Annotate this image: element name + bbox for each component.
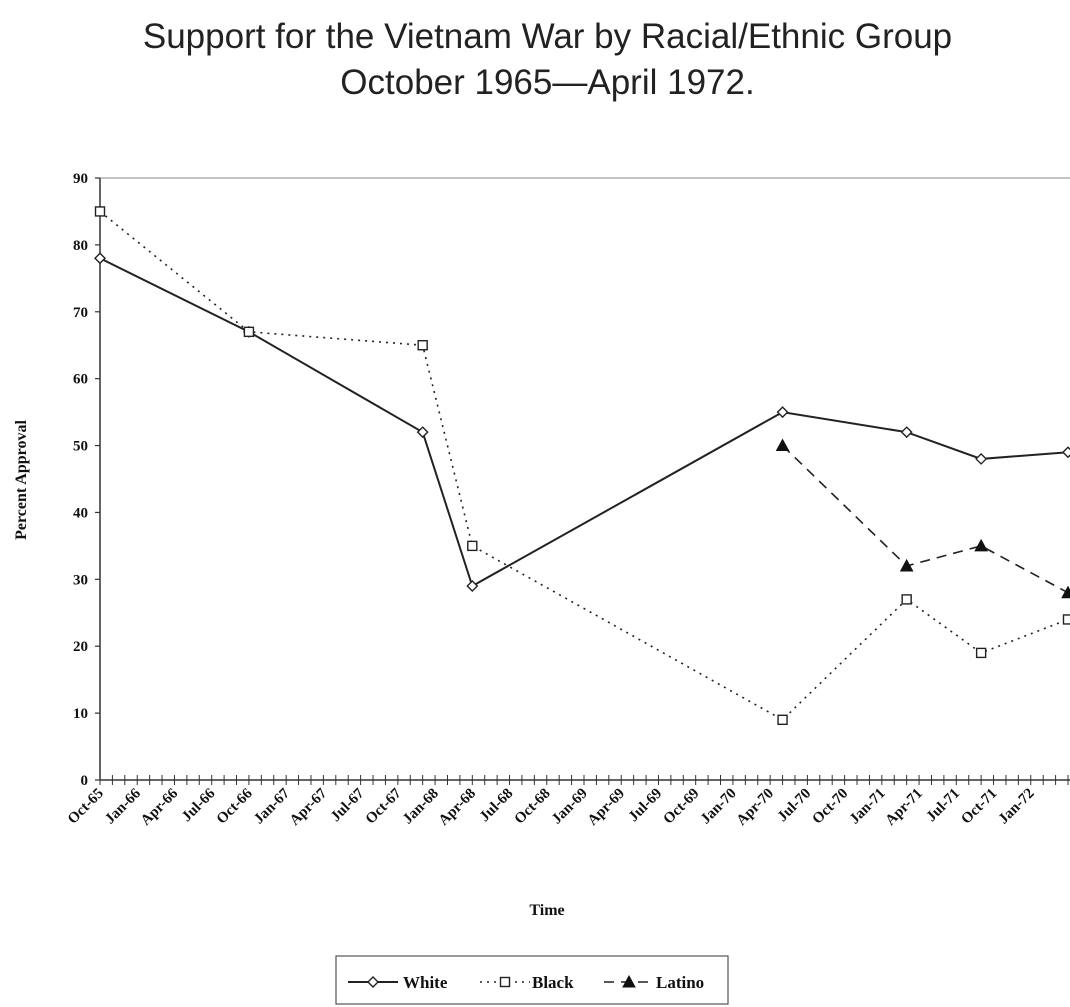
x-tick-label: Oct-69 (661, 786, 703, 828)
y-axis: 0 10 20 30 40 50 60 70 80 90 (73, 171, 100, 789)
chart-subtitle: October 1965—April 1972. (340, 63, 755, 102)
x-tick-label: Jan-69 (549, 786, 591, 828)
x-axis: Oct-65Jan-66Apr-66Jul-66Oct-66Jan-67Apr-… (65, 775, 1069, 829)
data-point-latino (1061, 585, 1070, 599)
legend: White Black Latino (335, 955, 729, 1005)
legend-box (335, 955, 729, 1005)
data-point-black (94, 206, 106, 217)
x-tick-label: Jan-70 (698, 786, 740, 828)
x-tick-label: Jan-66 (102, 785, 144, 827)
x-tick-label: Jan-72 (996, 786, 1038, 828)
legend-marker-latino (622, 974, 636, 988)
x-tick-label: Apr-70 (734, 786, 777, 829)
legend-marker-black (499, 976, 511, 988)
y-tick-label: 80 (73, 238, 88, 254)
series-white (94, 252, 1070, 593)
data-point-white (416, 426, 429, 439)
x-tick-label: Oct-67 (363, 785, 405, 827)
y-tick-label: 10 (73, 706, 88, 722)
x-tick-label: Apr-66 (138, 785, 182, 829)
y-tick-label: 20 (73, 639, 88, 655)
data-point-black (417, 340, 428, 351)
x-tick-label: Oct-65 (65, 786, 107, 828)
data-point-white (776, 406, 789, 419)
chart-title-block: Support for the Vietnam War by Racial/Et… (0, 14, 1070, 106)
x-tick-label: Jul-68 (477, 786, 517, 826)
series-line-latino (782, 444, 1069, 594)
x-tick-label: Jul-67 (328, 785, 368, 825)
y-tick-label: 90 (73, 171, 88, 187)
x-tick-label: Apr-67 (287, 785, 331, 829)
y-axis-title: Percent Approval (13, 420, 30, 540)
y-tick-label: 50 (73, 439, 88, 455)
data-point-white (466, 580, 479, 593)
legend-label-black: Black (532, 973, 574, 992)
legend-label-latino: Latino (656, 973, 704, 992)
legend-label-white: White (403, 973, 448, 992)
data-point-black (777, 714, 788, 725)
x-tick-label: Oct-66 (214, 785, 256, 827)
data-point-black (1062, 614, 1070, 625)
data-point-latino (899, 558, 914, 572)
x-tick-label: Apr-71 (883, 786, 926, 829)
data-point-white (94, 252, 106, 265)
x-tick-label: Jul-66 (179, 785, 219, 825)
data-point-latino (775, 438, 790, 452)
x-axis-title: Time (529, 902, 564, 919)
y-tick-label: 70 (73, 305, 88, 321)
data-point-white (1062, 446, 1070, 459)
x-tick-label: Jan-71 (847, 786, 889, 828)
x-tick-label: Jul-71 (924, 786, 964, 826)
data-point-latino (974, 538, 988, 552)
series-line-white (99, 257, 1069, 588)
x-tick-label: Jul-70 (775, 786, 815, 826)
y-tick-label: 60 (73, 372, 88, 388)
series-layer (94, 206, 1070, 725)
x-tick-label: Oct-71 (958, 786, 1000, 828)
y-tick-label: 40 (73, 505, 88, 521)
data-point-black (467, 540, 478, 552)
series-black (94, 206, 1070, 725)
x-tick-label: Jan-68 (400, 786, 442, 828)
series-line-black (99, 210, 1069, 721)
data-point-black (975, 647, 987, 659)
legend-marker-white (367, 976, 379, 988)
data-point-white (900, 426, 913, 439)
chart-title: Support for the Vietnam War by Racial/Et… (142, 17, 953, 56)
x-tick-label: Apr-69 (585, 786, 628, 829)
x-tick-label: Apr-68 (436, 786, 479, 829)
x-tick-label: Jan-67 (251, 785, 293, 827)
series-latino (775, 438, 1070, 599)
data-point-black (243, 326, 255, 338)
y-tick-label: 0 (81, 773, 89, 789)
y-tick-label: 30 (73, 572, 88, 588)
x-tick-label: Jul-69 (626, 786, 666, 826)
plot-frame (99, 177, 1070, 781)
data-point-white (975, 452, 988, 465)
data-point-black (901, 594, 912, 605)
x-tick-label: Oct-68 (512, 786, 554, 828)
x-tick-label: Oct-70 (809, 786, 851, 828)
